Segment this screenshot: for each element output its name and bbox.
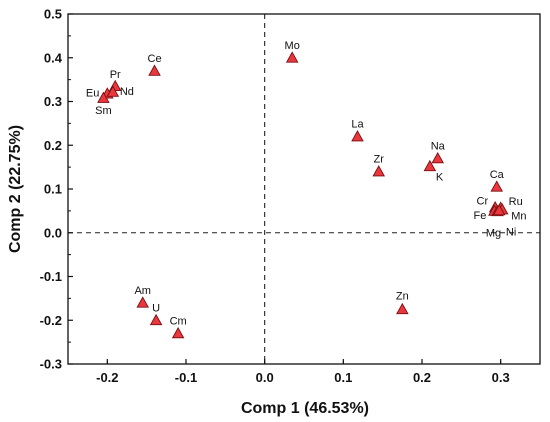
label-ca: Ca xyxy=(490,169,505,181)
label-ni: Ni xyxy=(506,226,516,238)
label-la: La xyxy=(351,119,364,131)
marker-k xyxy=(423,159,437,172)
label-k: K xyxy=(436,171,444,183)
x-tick-label: 0.3 xyxy=(492,370,510,385)
label-eu: Eu xyxy=(86,88,99,100)
x-tick-label: 0.2 xyxy=(413,370,431,385)
marker-sm xyxy=(97,91,110,103)
marker-ca xyxy=(490,180,503,192)
marker-mo xyxy=(285,51,299,63)
label-ru: Ru xyxy=(509,196,523,208)
y-tick-label: -0.3 xyxy=(40,357,62,372)
label-zn: Zn xyxy=(396,290,409,302)
label-cm: Cm xyxy=(170,315,187,327)
x-tick-label: 0.0 xyxy=(256,370,274,385)
x-tick-label: -0.2 xyxy=(96,370,118,385)
label-nd: Nd xyxy=(120,86,134,98)
reference-lines xyxy=(68,14,540,364)
y-tick-label: 0.3 xyxy=(44,94,62,109)
y-tick-label: -0.1 xyxy=(40,269,62,284)
label-sm: Sm xyxy=(95,105,112,117)
label-na: Na xyxy=(431,140,446,152)
marker-cm xyxy=(171,326,185,339)
marker-zn xyxy=(396,302,409,315)
label-u: U xyxy=(152,302,160,314)
label-zr: Zr xyxy=(374,154,385,166)
label-ce: Ce xyxy=(148,53,162,65)
label-mn: Mn xyxy=(511,211,526,223)
y-tick-label: -0.2 xyxy=(40,313,62,328)
label-fe: Fe xyxy=(474,210,487,222)
y-tick-label: 0.4 xyxy=(44,50,63,65)
marker-ce xyxy=(148,64,161,76)
x-tick-label: 0.1 xyxy=(334,370,352,385)
marker-na xyxy=(431,151,444,164)
x-tick-label: -0.1 xyxy=(175,370,197,385)
marker-u xyxy=(149,313,163,326)
y-tick-label: 0.5 xyxy=(44,7,62,22)
data-markers xyxy=(97,51,509,339)
marker-am xyxy=(136,296,149,308)
label-mo: Mo xyxy=(285,40,300,52)
point-labels: Mo Ce Pr Eu Nd Sm La Na Zr K Ca Cr Ru Fe Mn Mg Ni AmU Cm Zn xyxy=(86,40,527,328)
plot-frame xyxy=(67,13,541,365)
marker-zr xyxy=(372,165,385,177)
marker-la xyxy=(351,130,364,142)
y-tick-label: 0.2 xyxy=(44,138,62,153)
marker-ni xyxy=(492,204,506,216)
y-tick-label: 0.0 xyxy=(44,225,62,240)
x-axis-title: Comp 1 (46.53%) xyxy=(241,400,369,417)
label-am: Am xyxy=(134,285,151,297)
label-cr: Cr xyxy=(477,195,489,207)
marker-nd xyxy=(106,85,120,97)
y-axis-title: Comp 2 (22.75%) xyxy=(7,125,24,253)
y-tick-label: 0.1 xyxy=(44,182,62,197)
axes: -0.2 -0.1 0.0 0.1 0.2 0.3 0.5 0.4 0.3 0.2 0.1 0.0 -0… xyxy=(40,7,541,385)
label-mg: Mg xyxy=(486,227,501,239)
label-pr: Pr xyxy=(110,69,121,81)
